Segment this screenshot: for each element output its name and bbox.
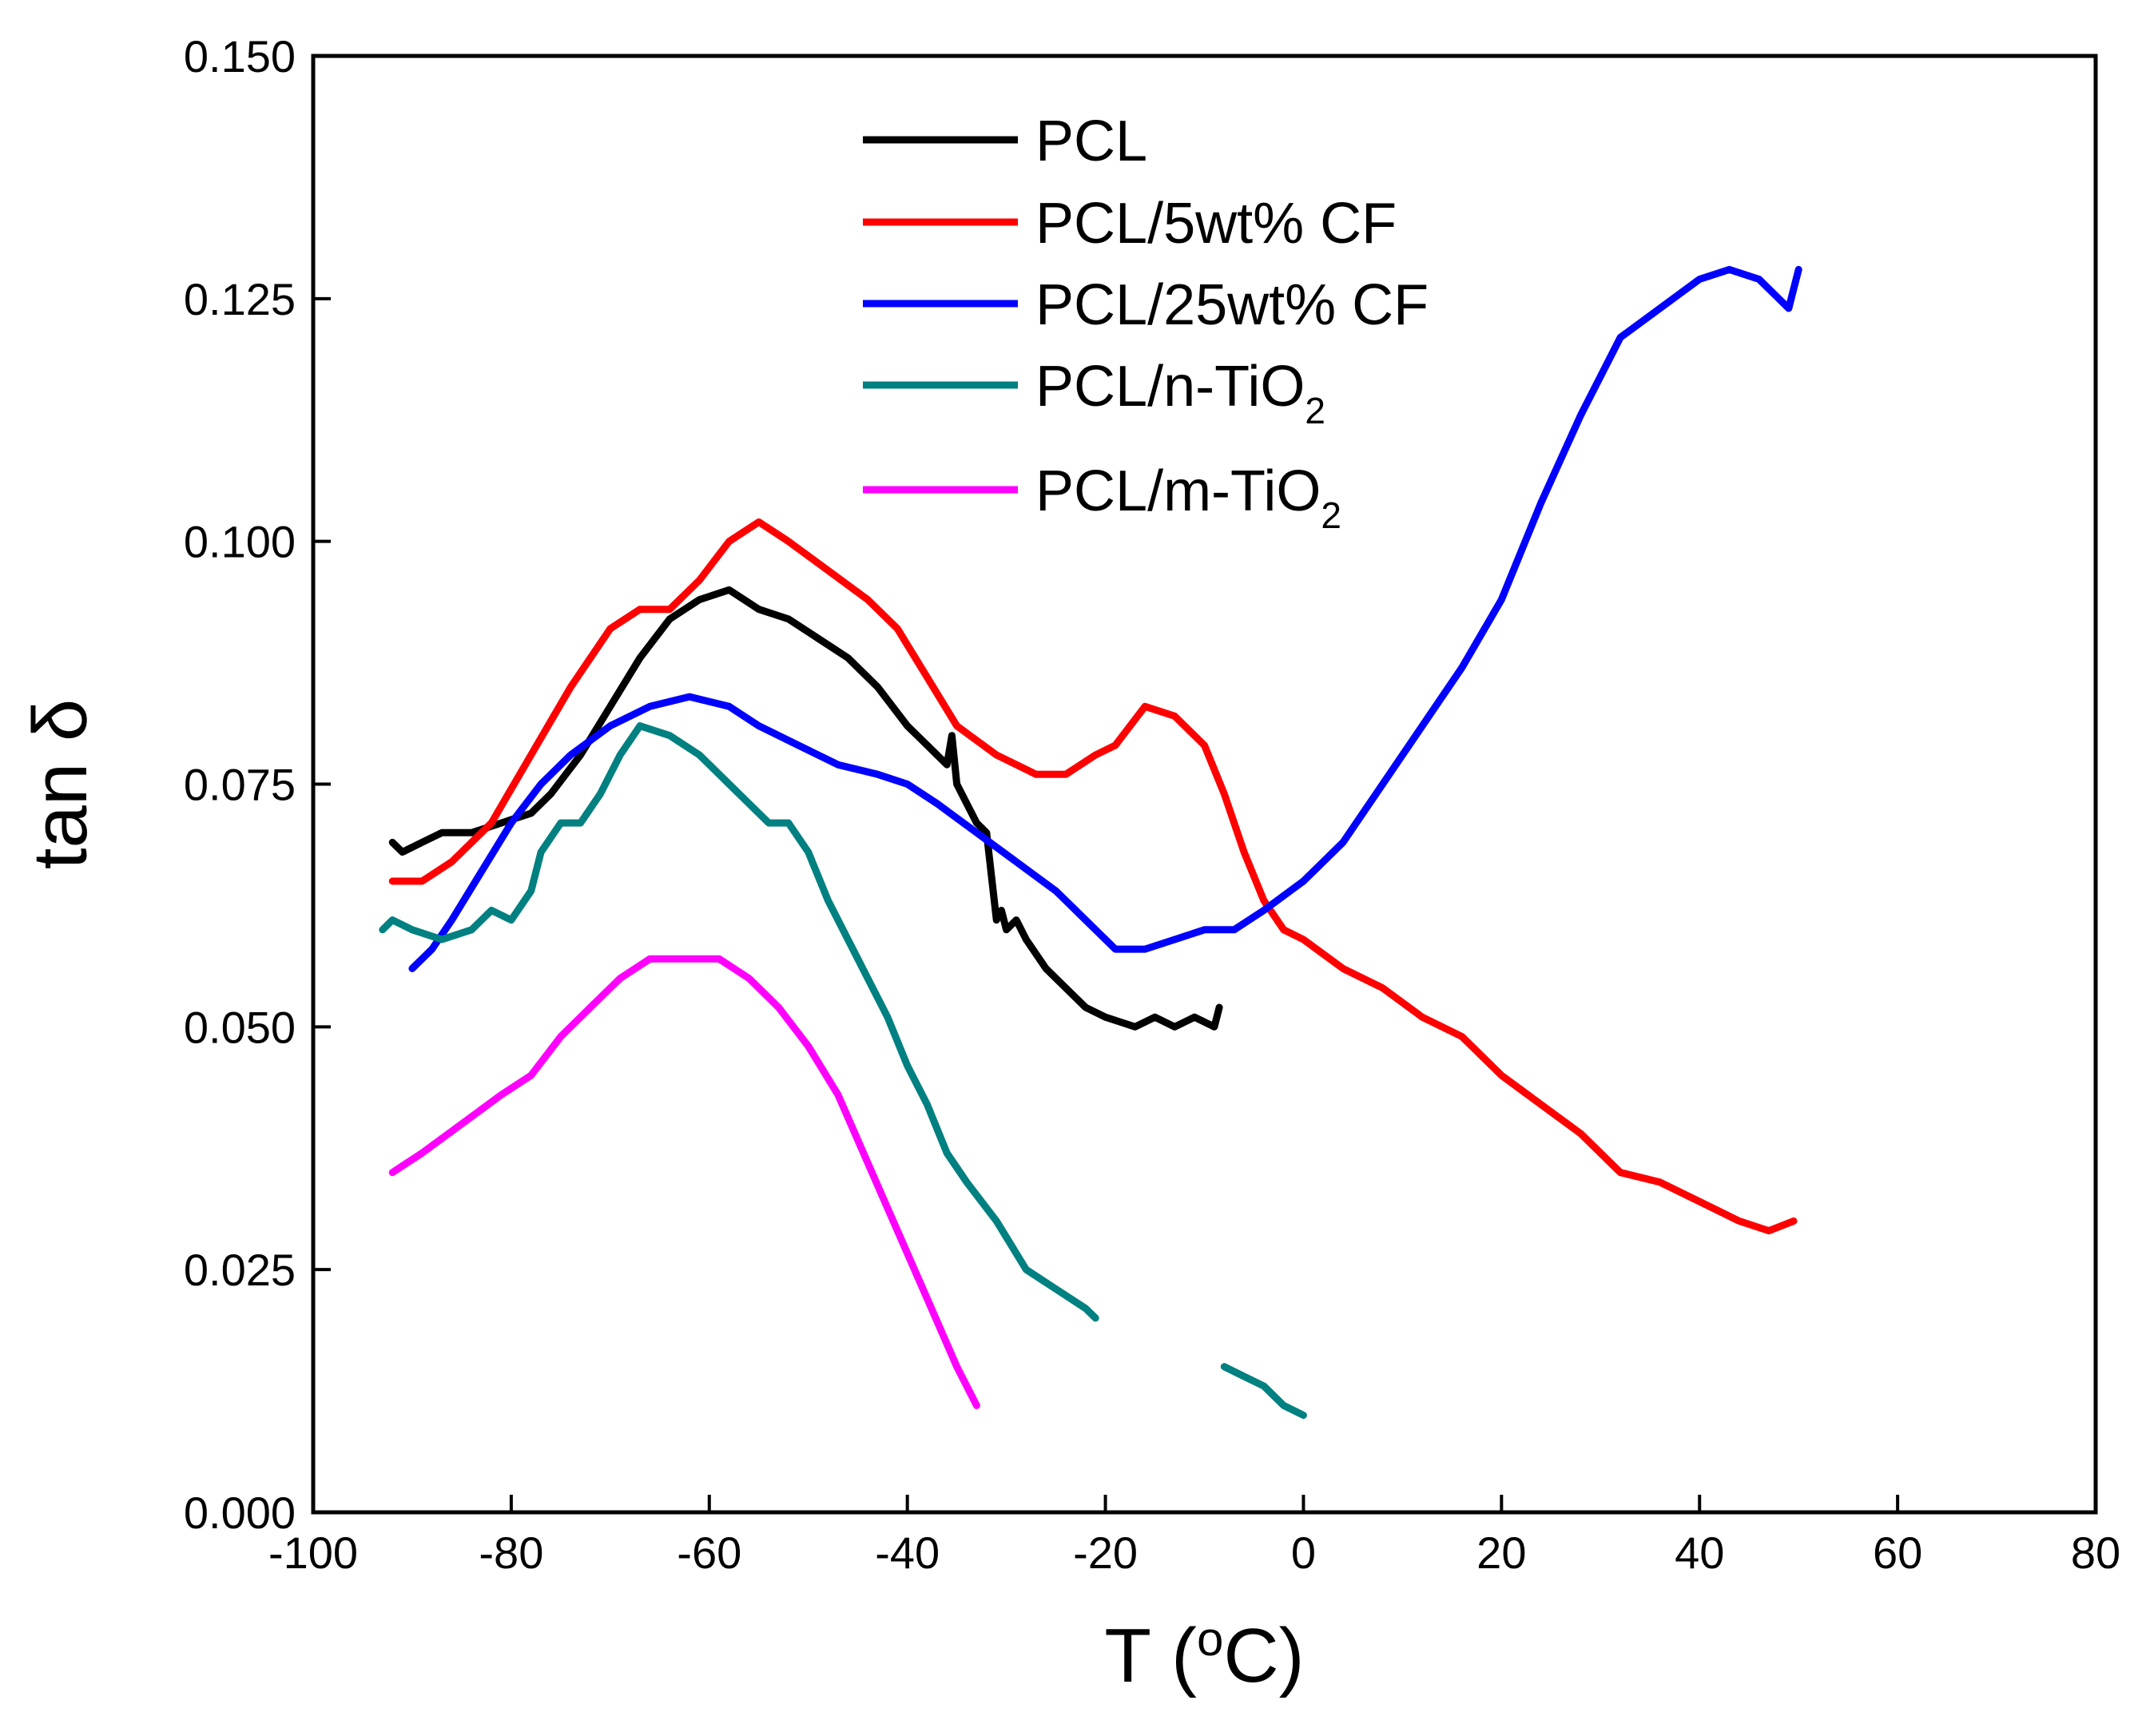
x-tick-label: 0 <box>1291 1527 1316 1578</box>
y-axis-title: tan δ <box>18 699 103 870</box>
x-axis-title: T (oC) <box>1104 1612 1304 1698</box>
axis-tick-labels: -100 -80 -60 -40 -20 0 20 40 60 80 0.000 0.025 0.050… <box>184 31 2120 1578</box>
x-tick-label: 80 <box>2071 1527 2120 1578</box>
axis-ticks <box>312 54 2097 1514</box>
legend-label-pcl-m-tio2-main: PCL/m-TiO <box>1035 459 1321 523</box>
x-axis-title-suffix: C) <box>1223 1613 1304 1698</box>
legend-label-pcl-n-tio2: PCL/n-TiO2 <box>1035 355 1325 431</box>
x-tick-label: 40 <box>1675 1527 1724 1578</box>
y-tick-label: 0.025 <box>184 1245 296 1295</box>
legend-label-pcl-n-tio2-sub: 2 <box>1305 390 1325 431</box>
series-line-pcl-m-tio2 <box>388 955 980 1409</box>
y-tick-label: 0.100 <box>184 517 296 567</box>
x-tick-label: -20 <box>1073 1527 1138 1578</box>
y-tick-label: 0.125 <box>184 274 296 324</box>
series-line-pcl-5wt-cf <box>388 518 1798 1235</box>
legend-label-pcl-n-tio2-main: PCL/n-TiO <box>1035 355 1305 419</box>
y-tick-label: 0.050 <box>184 1002 296 1052</box>
x-tick-label: -80 <box>479 1527 543 1578</box>
x-tick-label: 20 <box>1476 1527 1526 1578</box>
x-axis-title-prefix: T ( <box>1104 1613 1197 1698</box>
series-line-pcl <box>388 586 1223 1031</box>
y-tick-label: 0.000 <box>184 1488 296 1538</box>
series-lines <box>379 265 1802 1419</box>
x-tick-label: -60 <box>677 1527 741 1578</box>
legend-label-pcl-m-tio2-sub: 2 <box>1321 495 1341 536</box>
series-line-pcl-25wt-cf <box>408 265 1802 972</box>
legend-label-pcl-25wt-cf: PCL/25wt% CF <box>1035 273 1429 337</box>
series-line-pcl-n-tio2 <box>379 722 1307 1419</box>
legend: PCL PCL/5wt% CF PCL/25wt% CF PCL/n-TiO2 … <box>863 109 1429 536</box>
legend-label-pcl: PCL <box>1035 109 1147 173</box>
x-tick-label: -100 <box>268 1527 358 1578</box>
legend-label-pcl-5wt-cf: PCL/5wt% CF <box>1035 192 1397 256</box>
x-tick-label: -40 <box>875 1527 940 1578</box>
x-axis-title-sup: o <box>1197 1612 1223 1666</box>
legend-label-pcl-m-tio2: PCL/m-TiO2 <box>1035 459 1341 536</box>
y-tick-label: 0.150 <box>184 31 296 81</box>
x-tick-label: 60 <box>1873 1527 1922 1578</box>
y-tick-label: 0.075 <box>184 760 296 810</box>
